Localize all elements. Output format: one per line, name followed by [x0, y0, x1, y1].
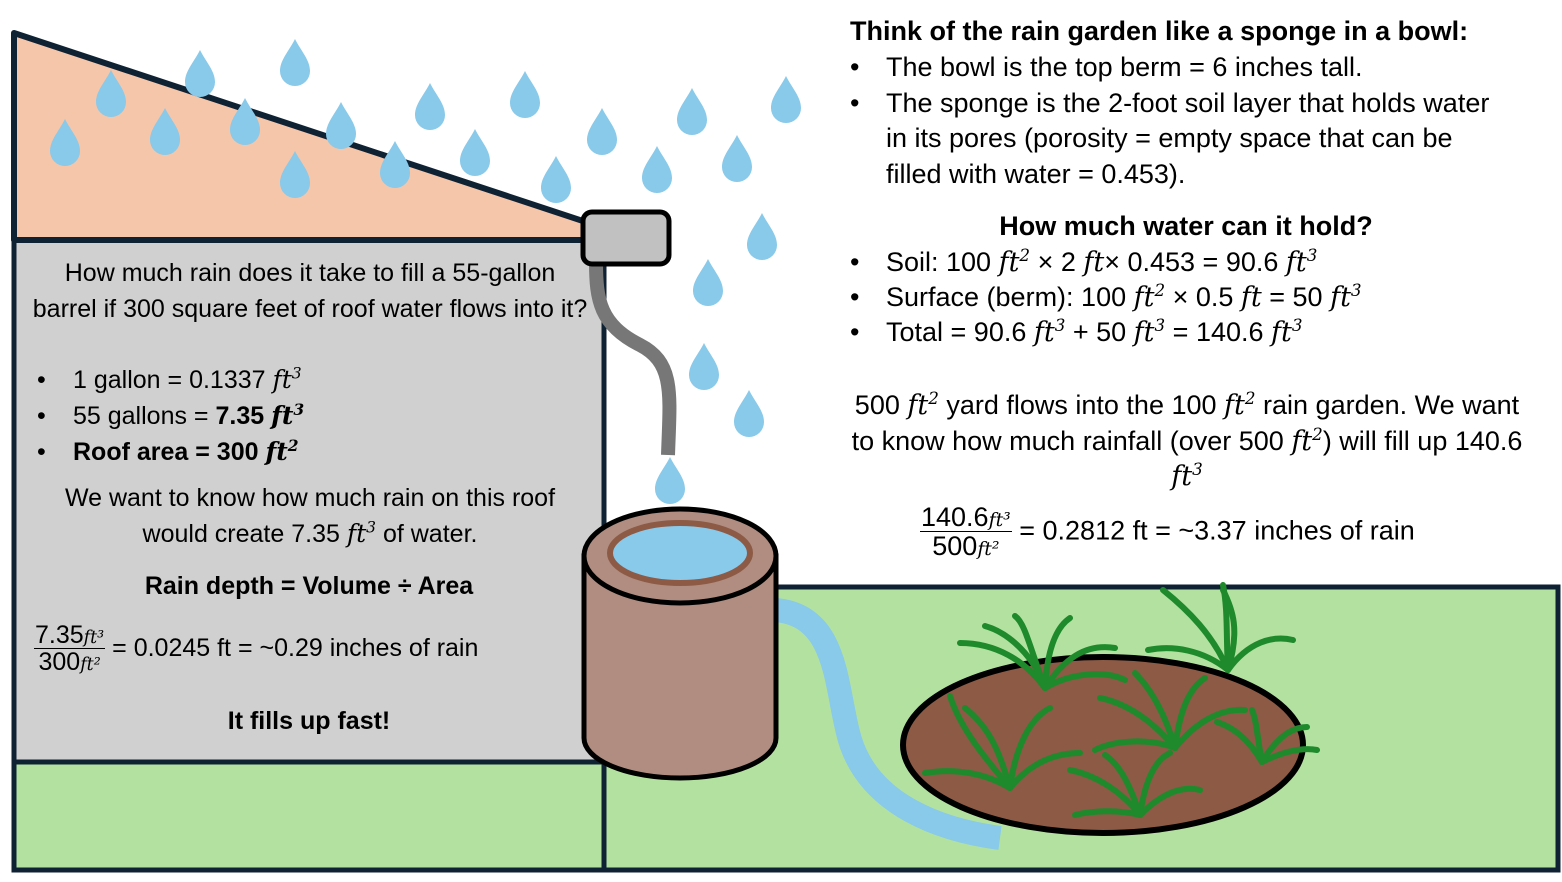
raindrop-icon	[96, 70, 126, 117]
right-calculation: 140.6ft³ 500ft² = 0.2812 ft = ~3.37 inch…	[920, 503, 1540, 562]
raindrop-icon	[460, 129, 490, 176]
bullet-total: Total = 90.6 ft3 + 50 ft3 = 140.6 ft3	[850, 315, 1550, 350]
left-calculation: 7.35ft³ 300ft² = 0.0245 ft = ~0.29 inche…	[34, 622, 594, 677]
raindrop-icon	[722, 135, 752, 182]
bullet-soil: Soil: 100 ft2 × 2 ft× 0.453 = 90.6 ft3	[850, 245, 1550, 280]
right-heading: Think of the rain garden like a sponge i…	[850, 16, 1469, 46]
right-result: = 0.2812 ft = ~3.37 inches of rain	[1019, 515, 1415, 546]
bullet-surface: Surface (berm): 100 ft2 × 0.5 ft = 50 ft…	[850, 280, 1550, 315]
plant-icon	[957, 613, 1128, 691]
plant-icon	[1145, 582, 1296, 673]
right-fraction: 140.6ft³ 500ft²	[920, 502, 1012, 562]
left-bullets: 1 gallon = 0.1337 ft3 55 gallons = 7.35 …	[37, 362, 597, 470]
gutter-icon	[580, 209, 672, 267]
house-base-grass	[11, 759, 607, 873]
plant-icon	[1067, 750, 1203, 818]
plant-icon	[922, 693, 1083, 791]
raindrop-icon	[280, 151, 310, 198]
right-paragraph: 500 ft2 yard flows into the 100 ft2 rain…	[851, 388, 1523, 492]
raindrop-icon	[734, 390, 764, 437]
plant-icon	[1214, 707, 1320, 765]
left-goal: We want to know how much rain on this ro…	[64, 484, 556, 548]
raindrop-icon	[693, 259, 723, 306]
plants	[922, 582, 1320, 818]
raindrop-icon	[230, 98, 260, 145]
bullet-roof-area: Roof area = 300 ft2	[37, 434, 597, 470]
bullet-bowl: The bowl is the top berm = 6 inches tall…	[850, 50, 1510, 86]
raindrop-icon	[50, 119, 80, 166]
raindrop-icon	[747, 213, 777, 260]
bullet-55-gallons: 55 gallons = 7.35 ft3	[37, 398, 597, 434]
raindrop-icon	[642, 146, 672, 193]
raindrop-icon	[185, 50, 215, 97]
raindrop-icon	[415, 83, 445, 130]
raindrop-icon	[510, 71, 540, 118]
question-text: How much rain does it take to fill a 55-…	[32, 259, 588, 323]
bullet-gallon: 1 gallon = 0.1337 ft3	[37, 362, 597, 398]
raindrop-icon	[380, 141, 410, 188]
raindrop-icon	[771, 76, 801, 123]
raindrops	[50, 39, 801, 504]
raindrop-icon	[326, 102, 356, 149]
left-result: = 0.0245 ft = ~0.29 inches of rain	[112, 633, 479, 662]
rain-barrel-icon	[581, 506, 779, 781]
left-fraction: 7.35ft³ 300ft²	[34, 621, 106, 677]
raindrop-icon	[677, 88, 707, 135]
raindrop-icon	[587, 108, 617, 155]
formula-title: Rain depth = Volume ÷ Area	[144, 572, 474, 600]
house-wall	[11, 237, 607, 765]
raindrop-icon	[280, 39, 310, 86]
left-question: How much rain does it take to fill a 55-…	[30, 256, 590, 327]
bullet-sponge: The sponge is the 2-foot soil layer that…	[850, 86, 1510, 193]
right-subheading: How much water can it hold?	[999, 211, 1373, 241]
right-bullets: The bowl is the top berm = 6 inches tall…	[850, 50, 1510, 192]
raindrop-icon	[655, 457, 685, 504]
plant-icon	[1092, 670, 1248, 753]
capacity-bullets: Soil: 100 ft2 × 2 ft× 0.453 = 90.6 ft3 S…	[850, 245, 1550, 350]
raindrop-icon	[541, 156, 571, 203]
raindrop-icon	[689, 343, 719, 390]
raindrop-icon	[150, 108, 180, 155]
stream-icon	[773, 598, 1002, 850]
left-conclusion: It fills up fast!	[227, 707, 391, 735]
downspout-icon	[589, 261, 677, 456]
